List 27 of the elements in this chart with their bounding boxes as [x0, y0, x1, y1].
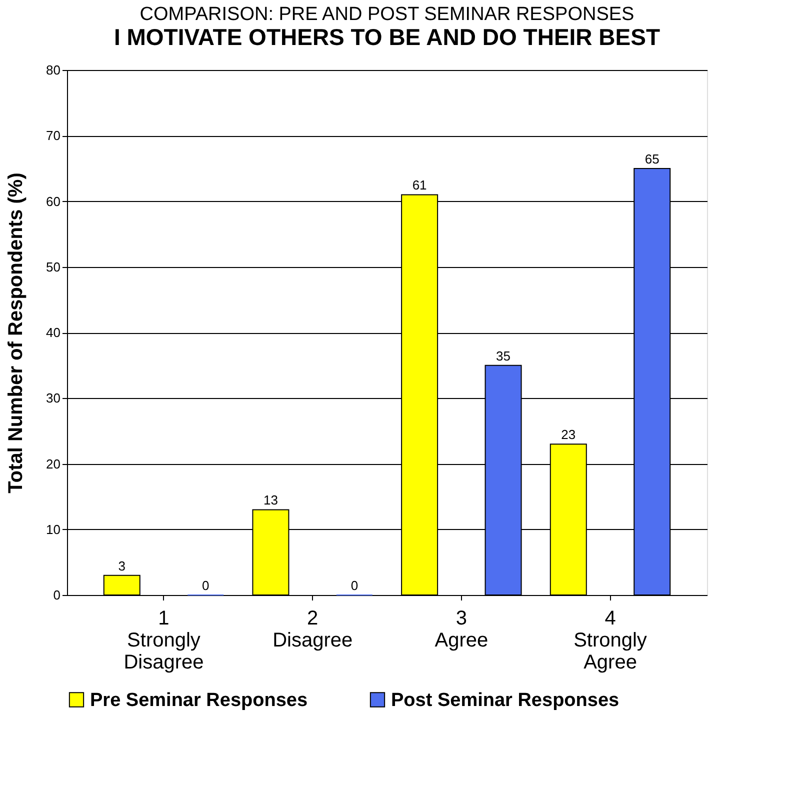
y-tick-label: 10: [46, 522, 60, 537]
data-label: 3: [118, 558, 126, 574]
y-tick-label: 80: [46, 62, 60, 78]
y-tick-label: 50: [46, 259, 60, 274]
y-tick-label: 20: [46, 456, 60, 472]
y-tick-label: 40: [46, 325, 60, 340]
x-tick-label: 4 Strongly Agree: [574, 608, 647, 674]
chart-subtitle: COMPARISON: PRE AND POST SEMINAR RESPONSES: [140, 4, 634, 25]
data-label: 61: [412, 178, 427, 193]
x-tick-label: 1 Strongly Disagree: [124, 608, 204, 674]
data-label: 0: [202, 578, 210, 593]
legend-label: Pre Seminar Responses: [90, 690, 308, 711]
y-tick-label: 30: [46, 390, 60, 406]
x-tick-label: 3 Agree: [434, 608, 488, 652]
bar: [103, 574, 140, 596]
y-axis-title: Total Number of Respondents (%): [5, 172, 28, 494]
data-label: 13: [263, 492, 278, 508]
x-tick-label: 2 Disagree: [272, 608, 353, 652]
data-label: 35: [496, 348, 511, 364]
data-label: 23: [561, 427, 576, 442]
data-label: 65: [644, 151, 660, 166]
y-tick-label: 70: [46, 128, 60, 144]
legend-label: Post Seminar Responses: [391, 690, 620, 711]
data-label: 0: [350, 578, 358, 593]
y-tick-label: 0: [53, 588, 60, 602]
y-tick-label: 60: [46, 194, 60, 209]
chart-title: I MOTIVATE OTHERS TO BE AND DO THEIR BEST: [114, 24, 660, 50]
